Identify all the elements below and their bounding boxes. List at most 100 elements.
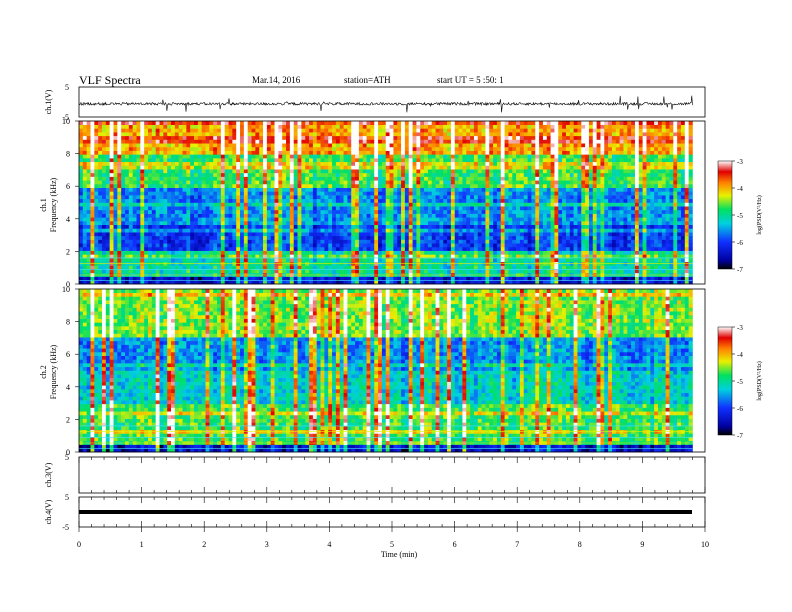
heat-cell: [213, 206, 218, 211]
heat-cell: [404, 169, 410, 174]
heat-cell: [385, 146, 390, 151]
heat-cell: [213, 228, 218, 233]
heat-cell: [102, 132, 107, 137]
heat-cell: [236, 176, 241, 181]
heat-cell: [420, 176, 425, 181]
heat-cell: [201, 132, 206, 137]
heat-cell: [481, 280, 486, 285]
heat-cell: [182, 224, 187, 229]
heat-cell: [316, 276, 321, 281]
heat-cell: [128, 176, 133, 181]
heat-cell: [470, 124, 475, 129]
heat-cell: [278, 150, 283, 155]
heat-cell: [293, 180, 298, 185]
heat-cell: [324, 183, 329, 188]
heat-cell: [420, 243, 425, 248]
heat-cell: [255, 243, 260, 248]
heat-cell: [263, 265, 268, 270]
heat-cell: [458, 198, 463, 203]
heat-cell: [370, 265, 375, 270]
heat-cell: [186, 146, 191, 151]
heat-cell: [270, 258, 275, 263]
heat-cell: [182, 221, 187, 226]
heat-cell: [320, 232, 325, 237]
heat-cell: [174, 217, 179, 222]
heat-cell: [412, 239, 417, 244]
heat-cell: [324, 246, 329, 251]
heat-cell: [259, 254, 264, 259]
heat-cell: [174, 180, 179, 185]
heat-cell: [240, 246, 245, 251]
heat-cell: [431, 183, 436, 188]
heat-cell: [163, 209, 168, 214]
heat-cell: [343, 228, 348, 233]
heat-cell: [278, 172, 283, 177]
heat-cell: [427, 243, 433, 248]
heat-cell: [320, 121, 325, 125]
heat-cell: [416, 161, 421, 166]
heat-cell: [358, 224, 364, 229]
heat-cell: [155, 195, 160, 200]
heat-cell: [297, 258, 302, 263]
heat-cell: [151, 235, 156, 240]
heat-cell: [466, 232, 471, 237]
heat-cell: [289, 221, 295, 226]
heat-cell: [347, 221, 352, 226]
heat-cell: [332, 198, 337, 203]
heat-cell: [424, 217, 429, 222]
heat-cell: [393, 265, 398, 270]
heat-cell: [286, 243, 291, 248]
heat-cell: [489, 132, 494, 137]
heat-cell: [362, 224, 367, 229]
heat-cell: [178, 191, 183, 196]
heat-cell: [209, 169, 214, 174]
heat-cell: [389, 213, 394, 218]
heat-cell: [128, 124, 133, 129]
heat-cell: [489, 232, 494, 237]
heat-cell: [450, 180, 456, 185]
heat-cell: [443, 143, 448, 148]
heat-cell: [197, 124, 202, 129]
heat-cell: [470, 228, 475, 233]
heat-cell: [213, 121, 218, 125]
heat-cell: [163, 280, 168, 285]
heat-cell: [493, 213, 498, 218]
heat-cell: [500, 150, 505, 155]
heat-cell: [259, 132, 264, 137]
heat-cell: [209, 276, 214, 281]
heat-cell: [144, 135, 149, 140]
heat-cell: [351, 150, 356, 155]
heat-cell: [335, 150, 341, 155]
heat-cell: [496, 254, 502, 259]
heat-cell: [259, 280, 264, 285]
heat-cell: [102, 172, 107, 177]
heat-cell: [159, 213, 164, 218]
heat-cell: [213, 124, 218, 129]
heat-cell: [201, 254, 206, 259]
heat-cell: [389, 221, 394, 226]
heat-cell: [82, 246, 87, 251]
heat-cell: [86, 121, 91, 125]
heat-cell: [205, 254, 210, 259]
heat-cell: [512, 246, 517, 251]
heat-cell: [312, 146, 318, 151]
heat-cell: [213, 276, 218, 281]
heat-cell: [416, 228, 421, 233]
heat-cell: [339, 258, 344, 263]
heat-cell: [297, 265, 302, 270]
heat-cell: [312, 165, 318, 170]
heat-cell: [79, 280, 84, 285]
heat-cell: [270, 187, 275, 192]
heat-cell: [301, 154, 306, 159]
heat-cell: [190, 224, 195, 229]
heat-cell: [274, 158, 279, 163]
heat-cell: [182, 265, 187, 270]
heat-cell: [500, 139, 505, 144]
heat-cell: [144, 232, 149, 237]
heat-cell: [178, 165, 183, 170]
heat-cell: [209, 280, 214, 285]
heat-cell: [289, 258, 295, 263]
heat-cell: [228, 146, 233, 151]
heat-cell: [132, 150, 137, 155]
heat-cell: [109, 183, 114, 188]
